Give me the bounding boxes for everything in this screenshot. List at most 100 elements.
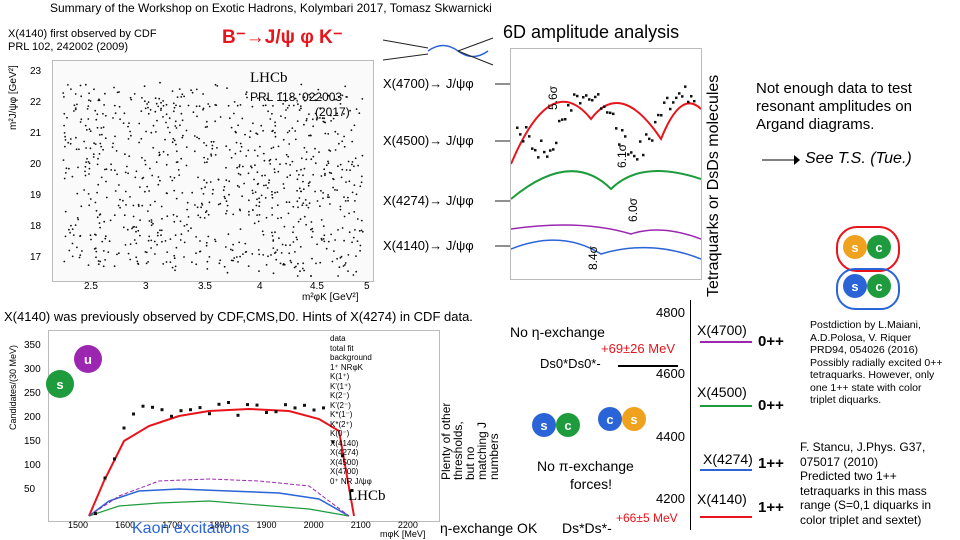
sig-4274: 6.0σ xyxy=(626,197,640,222)
dalitz-xtick-5: 5 xyxy=(364,281,370,292)
feynman-diagram-top xyxy=(378,30,498,72)
dalitz-xtick-4: 4.5 xyxy=(310,281,324,292)
kaon-fit-histogram xyxy=(88,401,355,517)
dalitz-xtick-3: 4 xyxy=(257,281,263,292)
diquark-ring-bottom xyxy=(836,268,900,310)
quark-c-top: c xyxy=(867,235,891,259)
amplitude-title: 6D amplitude analysis xyxy=(503,22,680,42)
ds-pair-bottom: Ds*Ds*- xyxy=(562,520,612,536)
level-x4700: X(4700) xyxy=(697,322,747,338)
arrow-right-icon xyxy=(762,155,800,165)
no-eta-exchange: No η-exchange xyxy=(510,324,605,340)
legend-entry: X(4500) xyxy=(330,457,359,467)
diquark-ring-top xyxy=(836,226,900,272)
kaon-excitations-label: Kaon excitations xyxy=(132,520,250,537)
dalitz-yticks: 23 22 21 20 19 18 17 xyxy=(30,66,42,263)
level-line-4274 xyxy=(700,469,752,471)
mass-axis xyxy=(690,300,691,530)
eta-exchange-ok: η-exchange OK xyxy=(440,520,538,536)
legend-entry: K(0⁻) xyxy=(330,429,350,438)
right-note: Not enough data to test resonant amplitu… xyxy=(756,80,912,133)
lhcb-label: LHCb xyxy=(250,70,288,86)
level-line-4700 xyxy=(700,341,752,343)
quark-s-bottom: s xyxy=(843,274,867,298)
jpc-4274: 1++ xyxy=(758,455,784,472)
no-pi-exchange: No π-exchange xyxy=(537,458,634,474)
mass-shift-top: +69±26 MeV xyxy=(601,341,675,356)
maiani-note: Postdiction by L.Maiani, A.D.Polosa, V. R… xyxy=(810,319,943,406)
legend-entry: K*(2⁺) xyxy=(330,419,353,429)
kaon-fit-plot xyxy=(48,330,440,522)
legend-entry: background xyxy=(330,353,372,362)
legend-entry: data xyxy=(330,334,346,343)
stancu-note: F. Stancu, J.Phys. G37, 075017 (2010) Pred… xyxy=(800,440,932,527)
legend-entry: K'(2⁻) xyxy=(330,400,351,410)
sig-4500: 6.1σ xyxy=(615,143,629,168)
ds-pair-top: Ds0*Ds0*- xyxy=(540,356,601,371)
legend-entry: 0⁺ NR J/ψφ xyxy=(330,476,372,486)
quark-c-mid: c xyxy=(556,413,580,437)
dalitz-xlabel: m²φK [GeV²] xyxy=(302,292,359,303)
mass-shift-bottom: +66±5 MeV xyxy=(616,511,678,525)
mass-tick-4200: 4200 xyxy=(656,491,685,506)
level-x4274: X(4274) xyxy=(703,451,753,467)
legend-entry: 1⁺ NRφK xyxy=(330,362,363,372)
mass-tick-4800: 4800 xyxy=(656,305,685,320)
state-label-4274: X(4274)→ J/ψφ xyxy=(383,193,474,208)
legend-entry: X(4700) xyxy=(330,467,359,476)
kaon-ylabel: Candidates/(30 MeV) xyxy=(8,344,18,430)
quark-u: u xyxy=(74,345,102,373)
jpc-4700: 0++ xyxy=(758,333,784,350)
quark-s-top: s xyxy=(843,235,867,259)
previous-observation: X(4140) was previously observed by CDF,C… xyxy=(4,309,473,324)
state-label-4700: X(4700)→ J/ψφ xyxy=(383,76,474,91)
decay-title: B⁻→J/ψ φ K⁻ xyxy=(222,27,343,48)
ds-level-top xyxy=(618,365,678,367)
lhcb-ref-line1: PRL 118, 022003 xyxy=(250,90,343,104)
forces-label: forces! xyxy=(570,476,613,492)
legend-entry: K(1⁺) xyxy=(330,372,350,381)
legend-entry: K'(1⁺) xyxy=(330,381,351,391)
cdf-ref-line2: PRL 102, 242002 (2009) xyxy=(8,41,129,53)
legend-entry: X(4274) xyxy=(330,448,359,457)
amplitude-curves xyxy=(511,49,701,279)
legend-entry: K*(1⁻) xyxy=(330,410,353,419)
feynman-lines-icon xyxy=(382,37,494,66)
lhcb-bottom-label: LHCb xyxy=(348,488,386,504)
level-x4500: X(4500) xyxy=(697,384,747,400)
legend-entry: X(4140) xyxy=(330,438,359,448)
cdf-ref-line1: X(4140) first observed by CDF xyxy=(8,28,157,40)
kaon-xticks: 1500 1600 1700 1800 1900 2000 2100 2200 xyxy=(68,520,418,530)
mass-tick-4600: 4600 xyxy=(656,366,685,381)
level-line-4500 xyxy=(700,405,752,407)
legend-entry: K(2⁻) xyxy=(330,391,350,400)
level-line-4140 xyxy=(700,516,752,518)
quark-s-mid: s xyxy=(532,413,556,437)
plenty-text: Plenty of other thresholds, but no match… xyxy=(439,402,501,480)
state-label-4500: X(4500)→ J/ψφ xyxy=(383,133,474,148)
kaon-yticks: 350 300 250 200 150 100 50 xyxy=(24,340,41,495)
header-title: Summary of the Workshop on Exotic Hadron… xyxy=(50,1,492,15)
quark-s-kaon: s xyxy=(46,370,74,398)
legend-entry: total fit xyxy=(330,343,354,353)
quark-s-right: s xyxy=(622,407,646,431)
jpc-4140: 1++ xyxy=(758,499,784,516)
dalitz-plot xyxy=(52,60,374,282)
sig-4140: 8.4σ xyxy=(586,245,600,270)
quark-c-bottom: c xyxy=(867,274,891,298)
see-ts-link[interactable]: See T.S. (Tue.) xyxy=(805,150,912,167)
state-label-4140: X(4140)→ J/ψφ xyxy=(383,238,474,253)
dalitz-xtick-2: 3.5 xyxy=(198,281,212,292)
kaon-xlabel: mφK [MeV] xyxy=(380,529,426,539)
dalitz-scatter xyxy=(62,81,364,277)
sig-4700: 5.6σ xyxy=(546,85,560,110)
mass-tick-4400: 4400 xyxy=(656,429,685,444)
dalitz-xtick-0: 2.5 xyxy=(84,281,98,292)
level-x4140: X(4140) xyxy=(697,491,747,507)
amplitude-panels xyxy=(510,48,702,280)
vertical-title: Tetraquarks or DsDs molecules xyxy=(705,74,722,297)
kaon-legend: data total fit background 1⁺ NRφK K(1⁺) … xyxy=(330,334,420,486)
dalitz-xtick-1: 3 xyxy=(143,281,149,292)
dalitz-ylabel: m²J/ψφ [GeV²] xyxy=(8,65,19,130)
jpc-4500: 0++ xyxy=(758,397,784,414)
